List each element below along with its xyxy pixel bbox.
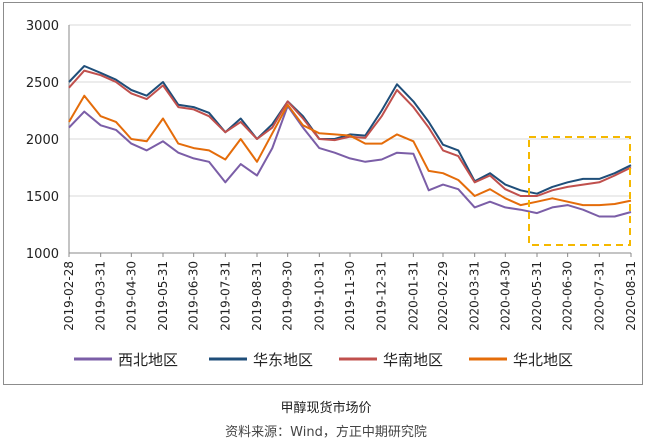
x-tick-label: 2019-06-30: [187, 261, 201, 331]
chart-svg: 1000 1500 2000 2500 3000 2019-02-28 2019-03-3…: [26, 19, 638, 369]
x-tick-label: 2020-01-31: [406, 261, 420, 331]
x-tick-label: 2019-12-31: [375, 261, 389, 331]
x-tick-label: 2019-10-31: [312, 261, 326, 331]
legend-label: 西北地区: [118, 351, 178, 369]
x-tick-label: 2019-02-28: [62, 261, 76, 331]
x-tick-label: 2020-08-31: [624, 261, 638, 331]
x-axis: 2019-02-28 2019-03-31 2019-04-30 2019-05-31…: [62, 252, 638, 331]
legend-label: 华南地区: [383, 351, 443, 369]
y-tick-label: 2500: [26, 76, 59, 91]
x-tick-label: 2020-03-31: [468, 261, 482, 331]
x-tick-label: 2019-05-31: [156, 261, 170, 331]
legend: 西北地区 华东地区 华南地区 华北地区: [74, 351, 573, 369]
series-line-1: [68, 104, 632, 218]
series-line-4: [68, 94, 632, 207]
chart-title: 甲醇现货市场价: [280, 401, 372, 416]
x-tick-label: 2020-06-30: [561, 261, 575, 331]
x-tick-label: 2019-09-30: [281, 261, 295, 331]
x-tick-label: 2019-04-30: [124, 261, 138, 331]
chart-frame: 1000 1500 2000 2500 3000 2019-02-28 2019-03-3…: [3, 2, 643, 385]
source-note: 资料来源：Wind，方正中期研究院: [225, 425, 427, 440]
x-tick-label: 2019-08-31: [250, 261, 264, 331]
x-tick-label: 2020-04-30: [498, 261, 512, 331]
grid: [69, 24, 631, 254]
legend-label: 华北地区: [513, 351, 573, 369]
highlight-box: [528, 136, 631, 246]
x-tick-label: 2020-02-29: [436, 261, 450, 331]
y-tick-label: 3000: [26, 19, 59, 34]
y-tick-label: 1000: [26, 247, 59, 262]
series-lines: [68, 65, 632, 218]
x-tick-label: 2019-07-31: [218, 261, 232, 331]
x-tick-label: 2019-11-30: [343, 261, 357, 331]
x-tick-label: 2019-03-31: [94, 261, 108, 331]
legend-label: 华东地区: [253, 351, 313, 369]
x-tick-label: 2020-05-31: [530, 261, 544, 331]
y-axis: 1000 1500 2000 2500 3000: [26, 19, 70, 262]
y-tick-label: 1500: [26, 190, 59, 205]
series-line-2: [68, 65, 632, 195]
x-tick-label: 2020-07-31: [592, 261, 606, 331]
y-tick-label: 2000: [26, 133, 59, 148]
